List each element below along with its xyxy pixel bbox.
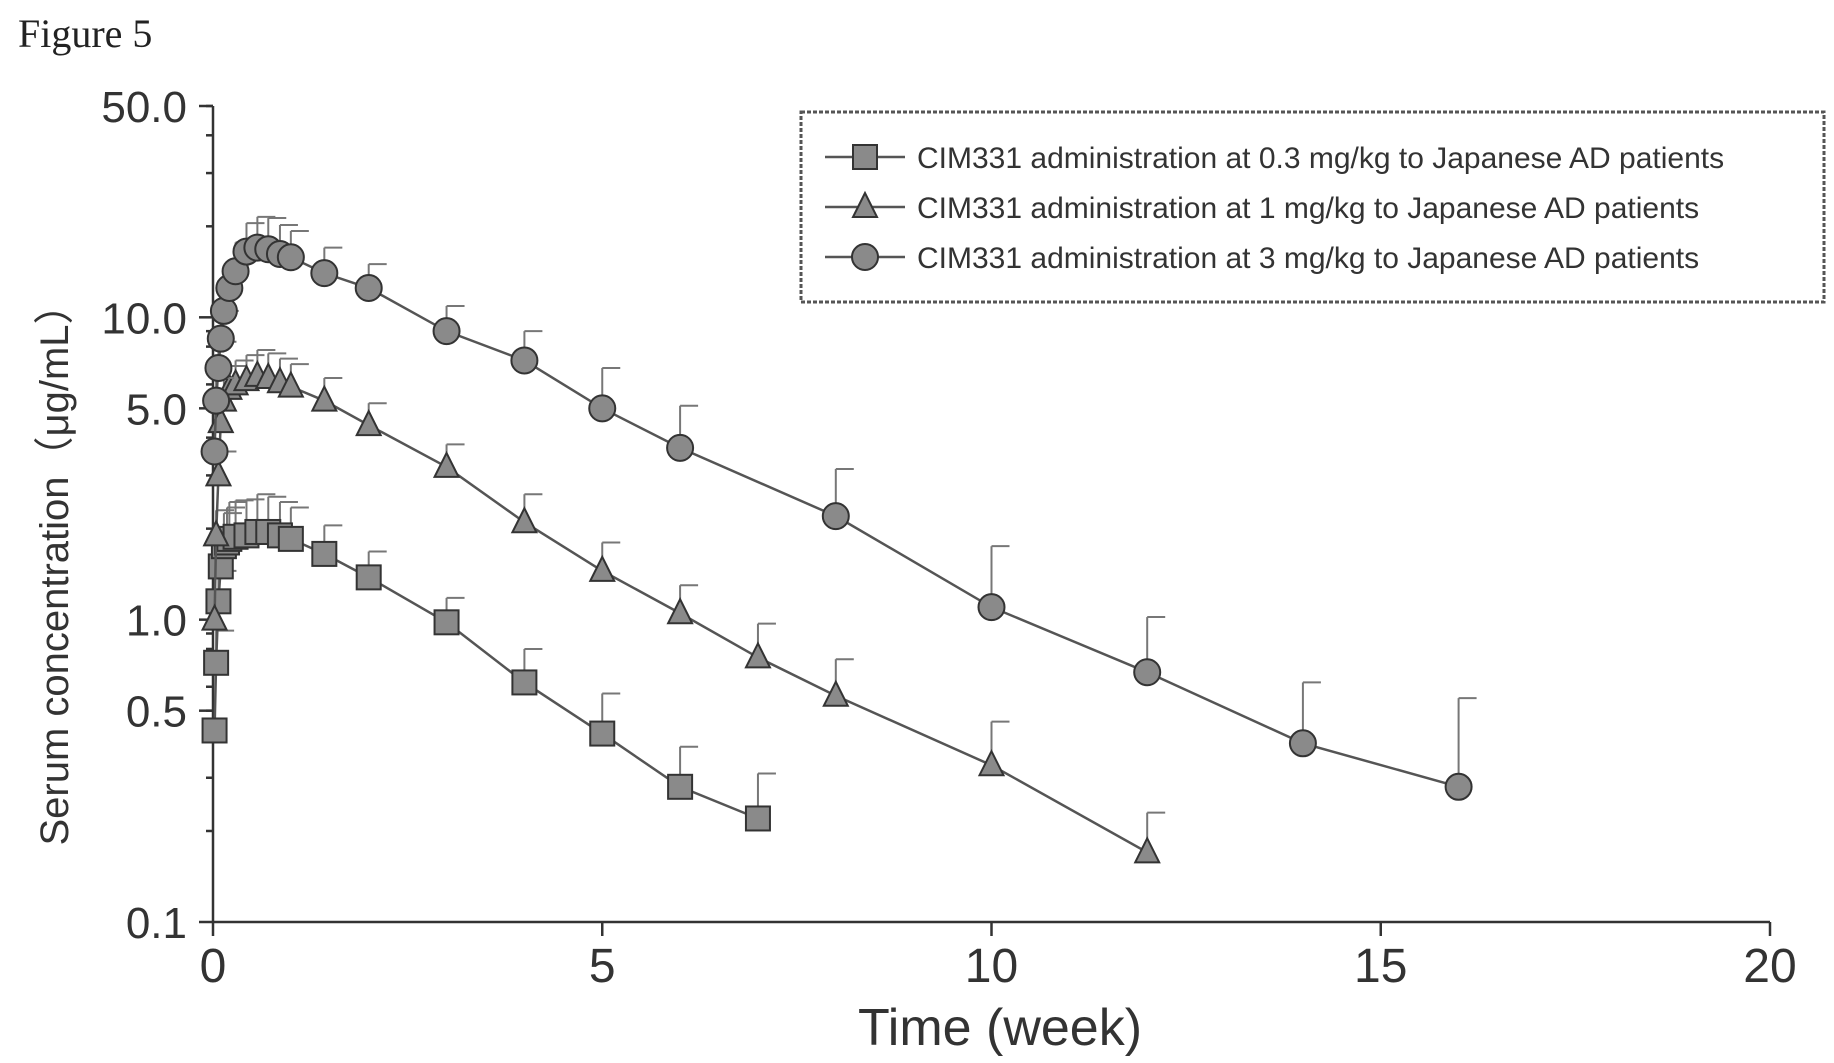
x-tick-label-0: 0	[200, 940, 227, 993]
legend-box	[799, 110, 1826, 304]
data-point	[511, 669, 538, 696]
legend-entry-2: CIM331 administration at 3 mg/kg to Japa…	[917, 242, 1699, 275]
data-point	[355, 408, 383, 437]
x-tick-label-3: 15	[1354, 940, 1407, 993]
series-1	[200, 348, 1166, 864]
data-point	[1444, 772, 1473, 801]
data-point	[205, 588, 232, 615]
legend-entry-0: CIM331 administration at 0.3 mg/kg to Ja…	[917, 142, 1724, 175]
data-point	[821, 502, 850, 531]
data-point	[589, 720, 616, 747]
legend-marker-0	[852, 144, 878, 170]
data-point	[433, 609, 460, 636]
data-point	[202, 519, 230, 547]
data-point	[744, 805, 771, 832]
data-point	[510, 346, 539, 375]
y-axis-title: Serum concentration（μg/mL）	[33, 284, 77, 845]
y-tick-label-5: 50.0	[101, 83, 187, 132]
y-tick-label-0: 0.1	[126, 899, 187, 948]
data-point	[200, 603, 229, 631]
data-point	[204, 459, 233, 487]
data-point	[310, 259, 339, 288]
y-tick-label-4: 10.0	[101, 294, 187, 343]
data-point	[1133, 658, 1162, 687]
data-point	[588, 394, 617, 423]
data-point	[1133, 836, 1161, 864]
data-point	[277, 370, 305, 398]
series-2	[200, 215, 1477, 801]
data-point	[667, 773, 694, 800]
axes: 0 5 10 15 20 0.1 0.5 1.0 5.0 10.0 50.0	[101, 83, 1796, 993]
y-tick-label-2: 1.0	[126, 597, 187, 646]
data-point	[666, 433, 695, 462]
data-point	[355, 564, 382, 591]
data-point	[744, 641, 772, 669]
data-point	[203, 649, 230, 676]
data-point	[202, 386, 231, 415]
data-point	[206, 324, 235, 353]
x-tick-label-2: 10	[965, 940, 1018, 993]
series-0	[201, 493, 776, 832]
x-tick-label-1: 5	[589, 940, 616, 993]
data-point	[310, 384, 338, 412]
legend: CIM331 administration at 0.3 mg/kg to Ja…	[799, 110, 1826, 304]
series-group	[200, 215, 1477, 864]
legend-entry-1: CIM331 administration at 1 mg/kg to Japa…	[917, 192, 1699, 225]
x-tick-label-4: 20	[1743, 940, 1796, 993]
data-point	[977, 748, 1006, 777]
legend-marker-1	[851, 190, 879, 218]
x-axis-title: Time (week)	[858, 999, 1142, 1057]
data-point	[432, 450, 461, 478]
legend-marker-2	[851, 243, 879, 271]
data-point	[209, 296, 238, 325]
figure-label: Figure 5	[18, 11, 153, 56]
data-point	[1288, 729, 1317, 758]
data-point	[277, 525, 304, 552]
data-point	[311, 540, 338, 567]
data-point	[666, 597, 694, 625]
data-point	[200, 437, 229, 466]
data-point	[204, 353, 233, 382]
data-point	[510, 506, 539, 534]
data-point	[276, 243, 305, 272]
data-point	[977, 593, 1006, 622]
data-point	[201, 717, 228, 744]
data-point	[354, 274, 383, 303]
data-point	[822, 679, 850, 707]
y-tick-label-3: 5.0	[126, 385, 187, 434]
data-point	[588, 554, 616, 582]
data-point	[432, 317, 461, 346]
y-tick-label-1: 0.5	[126, 688, 187, 737]
